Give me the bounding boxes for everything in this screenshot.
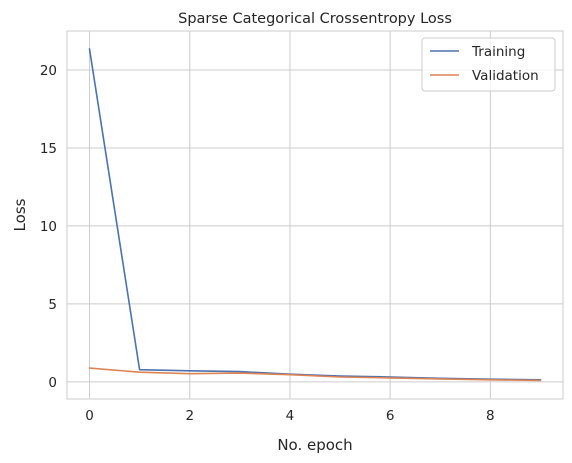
series-lines [88,48,542,382]
legend-label-training: Training [471,44,525,60]
legend: Training Validation [421,37,556,92]
y-tick-label: 10 [40,219,57,235]
plot-area-frame [66,30,564,400]
y-tick-label: 0 [48,375,57,391]
tick-labels: 0 2 4 6 8 0 5 10 15 20 [40,63,495,424]
x-tick-label: 0 [85,408,94,424]
chart-title: Sparse Categorical Crossentropy Loss [178,11,452,27]
y-tick-label: 20 [40,63,57,79]
y-axis-label: Loss [11,198,29,231]
legend-label-validation: Validation [472,68,539,84]
x-axis-label: No. epoch [277,436,352,454]
x-tick-label: 6 [386,408,395,424]
x-tick-label: 2 [185,408,194,424]
x-tick-label: 4 [286,408,295,424]
y-tick-label: 5 [48,297,57,313]
x-tick-label: 8 [486,408,495,424]
series-line-validation [88,367,542,382]
y-tick-label: 15 [40,141,57,157]
